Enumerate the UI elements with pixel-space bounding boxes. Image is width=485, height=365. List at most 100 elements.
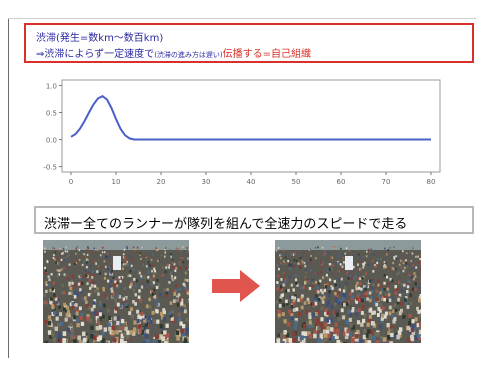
crowd-runner bbox=[96, 270, 99, 273]
crowd-runner bbox=[391, 313, 395, 318]
crowd-runner bbox=[356, 281, 359, 285]
crowd-runner bbox=[341, 315, 345, 320]
crowd-runner bbox=[78, 339, 83, 343]
crowd-runner bbox=[365, 255, 368, 258]
crowd-runner bbox=[362, 334, 367, 340]
crowd-runner bbox=[161, 315, 165, 320]
crowd-runner bbox=[322, 260, 325, 264]
crowd-runner bbox=[73, 295, 77, 299]
crowd-runner bbox=[392, 319, 396, 324]
crowd-runner bbox=[275, 249, 278, 252]
crowd-runner bbox=[130, 281, 133, 285]
crowd-runner bbox=[319, 322, 323, 327]
crowd-runner bbox=[84, 296, 87, 300]
crowd-runner bbox=[383, 287, 386, 291]
crowd-runner bbox=[159, 334, 163, 339]
crowd-runner bbox=[293, 325, 297, 330]
crowd-runner bbox=[377, 258, 379, 261]
crowd-runner bbox=[337, 261, 339, 265]
crowd-runner bbox=[308, 320, 312, 325]
crowd-sky bbox=[275, 240, 421, 250]
crowd-runner bbox=[95, 311, 99, 316]
crowd-runner bbox=[87, 246, 89, 248]
crowd-runner bbox=[152, 288, 156, 292]
crowd-runner bbox=[311, 284, 314, 288]
crowd-runner bbox=[378, 293, 381, 297]
crowd-runner bbox=[76, 323, 80, 328]
crowd-runner bbox=[118, 295, 122, 299]
crowd-runner bbox=[145, 329, 150, 334]
crowd-runner bbox=[367, 318, 371, 323]
crowd-runner bbox=[111, 274, 114, 277]
crowd-runner bbox=[363, 295, 366, 299]
crowd-runner bbox=[44, 340, 49, 343]
crowd-runner bbox=[59, 312, 63, 317]
crowd-runner bbox=[146, 338, 151, 343]
crowd-runner bbox=[361, 298, 364, 303]
crowd-runner bbox=[131, 280, 134, 284]
crowd-runner bbox=[376, 332, 380, 337]
crowd-runner bbox=[307, 331, 311, 336]
crowd-runner bbox=[376, 313, 380, 317]
crowd-runner bbox=[285, 301, 289, 306]
plot-area bbox=[61, 79, 441, 173]
crowd-runner bbox=[359, 268, 362, 272]
crowd-runner bbox=[109, 284, 112, 288]
crowd-runner bbox=[417, 310, 421, 314]
crowd-runner bbox=[408, 313, 412, 318]
crowd-runner bbox=[323, 288, 326, 293]
crowd-runner bbox=[143, 318, 147, 323]
crowd-runner bbox=[348, 317, 352, 322]
crowd-runner bbox=[290, 313, 294, 318]
crowd-runner bbox=[44, 247, 46, 250]
crowd-runner bbox=[388, 298, 392, 302]
crowd-runner bbox=[390, 296, 393, 301]
crowd-runner bbox=[96, 249, 99, 252]
crowd-runner bbox=[389, 277, 392, 281]
crowd-runner bbox=[405, 293, 409, 298]
crowd-runner bbox=[165, 266, 168, 269]
crowd-runner bbox=[47, 275, 50, 279]
crowd-runner bbox=[281, 312, 285, 317]
crowd-runner bbox=[70, 331, 74, 336]
crowd-runner bbox=[317, 297, 321, 302]
crowd-runner bbox=[119, 277, 122, 280]
crowd-runner bbox=[311, 302, 315, 307]
crowd-runner bbox=[393, 303, 397, 308]
crowd-runner bbox=[79, 281, 82, 285]
crowd-runner bbox=[66, 276, 69, 280]
crowd-runner bbox=[334, 322, 338, 327]
crowd-runner bbox=[370, 296, 373, 300]
crowd-runner bbox=[92, 280, 95, 284]
crowd-runner bbox=[164, 246, 166, 249]
crowd-runner bbox=[329, 287, 332, 291]
crowd-runner bbox=[116, 321, 120, 326]
crowd-runner bbox=[409, 318, 413, 323]
crowd-runner bbox=[130, 314, 134, 319]
x-tick-label: 80 bbox=[427, 178, 436, 186]
crowd-runner bbox=[180, 301, 184, 306]
crowd-runner bbox=[282, 334, 286, 339]
crowd-runner bbox=[176, 303, 180, 307]
crowd-runner bbox=[69, 315, 73, 320]
crowd-runner bbox=[338, 278, 341, 281]
crowd-runner bbox=[129, 270, 132, 273]
crowd-runner bbox=[400, 302, 403, 306]
crowd-runner bbox=[82, 275, 85, 279]
crowd-runner bbox=[58, 273, 61, 276]
crowd-runner bbox=[58, 249, 61, 252]
crowd-runner bbox=[163, 288, 166, 292]
crowd-runner bbox=[356, 329, 360, 335]
crowd-runner bbox=[103, 260, 106, 263]
crowd-runner bbox=[148, 316, 152, 321]
crowd-runner bbox=[55, 261, 57, 264]
crowd-runner bbox=[359, 282, 362, 286]
crowd-runner bbox=[305, 271, 308, 274]
crowd-runner bbox=[406, 290, 409, 294]
crowd-runner bbox=[73, 290, 77, 294]
crowd-runner bbox=[357, 308, 361, 313]
crowd-runner bbox=[393, 334, 398, 339]
crowd-runner bbox=[383, 261, 386, 264]
crowd-runner bbox=[355, 284, 358, 288]
crowd-runner bbox=[345, 282, 348, 285]
